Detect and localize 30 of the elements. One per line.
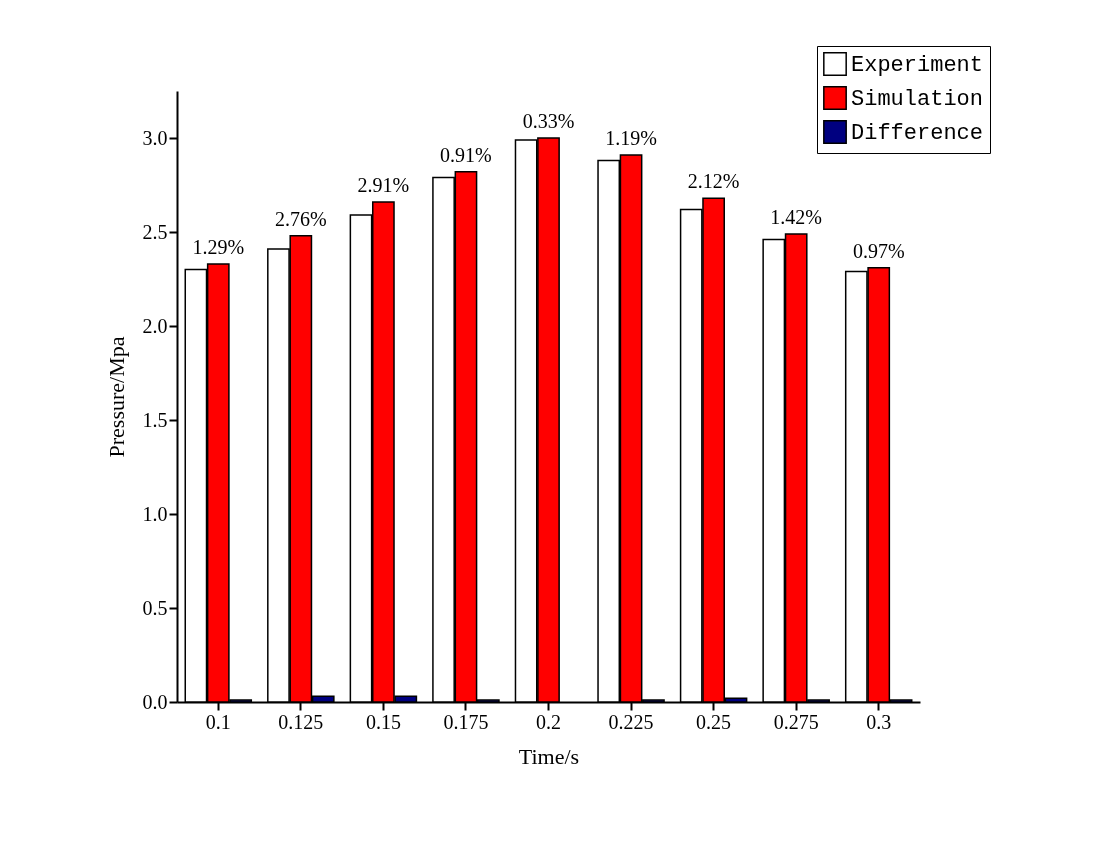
x-tick-label: 0.2 (536, 710, 561, 733)
annotation: 2.12% (687, 170, 740, 193)
legend-label: Simulation (851, 87, 984, 112)
x-tick-label: 0.225 (608, 710, 654, 733)
legend-label: Difference (851, 121, 984, 146)
x-tick-label: 0.275 (773, 710, 819, 733)
annotation: 0.91% (440, 143, 492, 166)
legend-label: Experiment (851, 53, 984, 78)
annotation: 0.97% (852, 239, 905, 262)
y-tick-label: 0.5 (142, 596, 168, 619)
x-tick-label: 0.175 (443, 710, 489, 733)
annotation: 1.19% (605, 126, 657, 149)
annotation: 1.42% (770, 205, 822, 228)
y-tick-label: 1.5 (142, 408, 168, 431)
annotation: 2.76% (275, 207, 327, 230)
x-tick-label: 0.125 (278, 710, 324, 733)
y-tick-label: 1.0 (142, 502, 168, 525)
y-tick-label: 3.0 (142, 126, 168, 149)
y-axis-title: Pressure/Mpa (103, 336, 129, 458)
y-tick-label: 0.0 (142, 690, 168, 713)
x-tick-label: 0.3 (866, 710, 892, 733)
annotation: 2.91% (357, 173, 410, 196)
y-tick-label: 2.5 (142, 220, 168, 243)
x-tick-label: 0.15 (365, 710, 401, 733)
x-tick-label: 0.1 (205, 710, 231, 733)
x-axis-title: Time/s (518, 743, 580, 769)
annotation: 1.29% (192, 235, 245, 258)
x-tick-label: 0.25 (696, 710, 732, 733)
y-tick-label: 2.0 (142, 314, 168, 337)
annotation: 0.33% (522, 110, 575, 132)
